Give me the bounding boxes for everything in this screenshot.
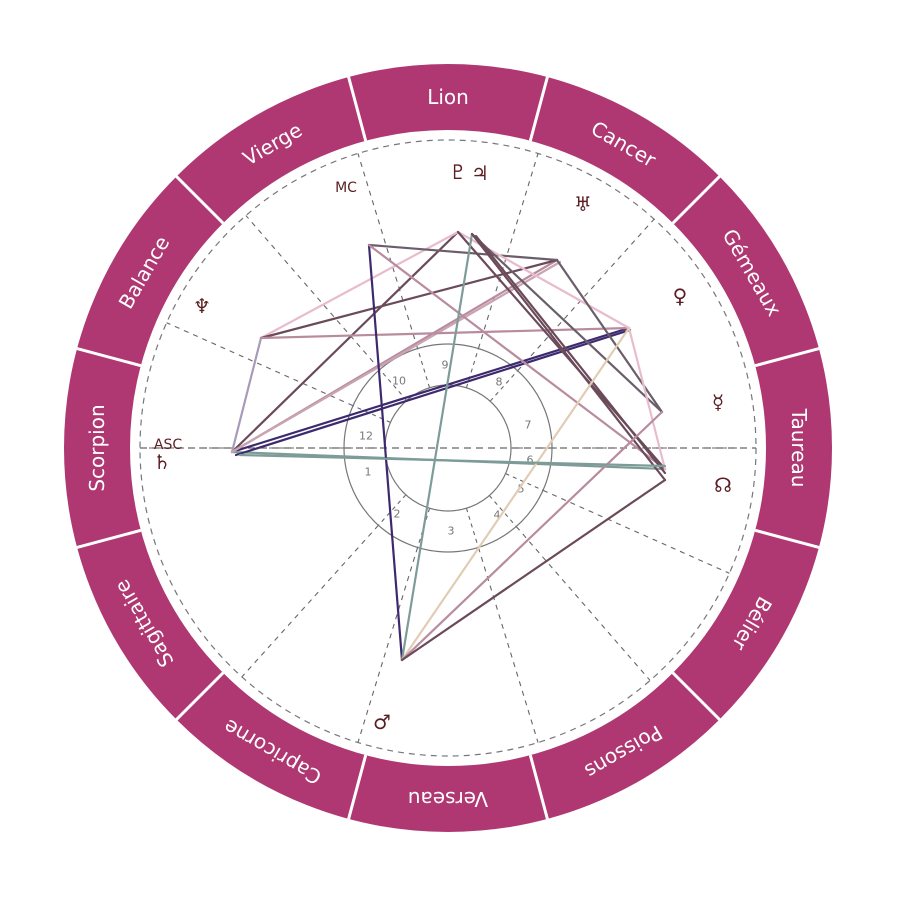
aspect-line bbox=[230, 326, 631, 454]
aspect-line bbox=[627, 326, 667, 471]
house-cusp-line bbox=[166, 322, 354, 407]
house-cusp-inner bbox=[378, 494, 407, 526]
sign-divider bbox=[74, 346, 142, 368]
sign-divider bbox=[173, 173, 225, 225]
aspect-line bbox=[400, 326, 631, 662]
aspect-line bbox=[367, 243, 404, 662]
house-cusp-inner bbox=[417, 348, 431, 388]
aspect-line bbox=[400, 410, 664, 662]
sign-label: Verseau bbox=[408, 787, 488, 811]
sign-band bbox=[64, 64, 832, 832]
aspect-lines bbox=[230, 230, 667, 662]
house-cusp-inner bbox=[488, 495, 517, 527]
venus-icon[interactable]: ♀ bbox=[673, 284, 688, 308]
neptune-icon[interactable]: ♆ bbox=[193, 294, 211, 318]
moon-node-icon[interactable]: ☊ bbox=[714, 473, 732, 497]
sign-divider bbox=[173, 671, 225, 723]
aspect-line bbox=[230, 336, 263, 454]
sign-divider bbox=[754, 346, 822, 368]
house-cusp-line bbox=[357, 547, 419, 743]
house-cusp-inner bbox=[489, 370, 518, 402]
house-cusp-inner bbox=[505, 473, 544, 491]
sign-divider bbox=[528, 74, 550, 142]
house-outer-circle bbox=[343, 343, 553, 553]
house-number: 3 bbox=[448, 525, 455, 538]
house-cusp-line bbox=[515, 526, 651, 681]
sign-divider bbox=[346, 754, 368, 822]
asc-label: ASC bbox=[154, 437, 182, 453]
sign-label: Taureau bbox=[787, 408, 811, 488]
sign-divider bbox=[754, 528, 822, 550]
aspect-line bbox=[400, 232, 474, 662]
uranus-icon[interactable]: ♅ bbox=[574, 192, 592, 216]
aspect-line bbox=[367, 243, 559, 262]
sign-label: Scorpion bbox=[85, 404, 109, 491]
house-cusp-inner bbox=[465, 348, 479, 388]
house-cusp-line bbox=[241, 524, 379, 678]
aspect-line bbox=[234, 328, 632, 457]
sign-divider bbox=[671, 173, 723, 225]
aspect-line bbox=[474, 234, 667, 475]
house-cusp-inner bbox=[352, 405, 391, 423]
aspect-line bbox=[230, 260, 562, 454]
house-cusp-line bbox=[517, 218, 655, 372]
aspect-line bbox=[259, 326, 631, 340]
house-number: 1 bbox=[365, 466, 372, 479]
aspect-line bbox=[470, 232, 664, 414]
house-number: 8 bbox=[496, 376, 503, 389]
house-cusp-line bbox=[477, 547, 539, 743]
saturn-icon[interactable]: ♄ bbox=[153, 450, 171, 474]
house-number: 2 bbox=[394, 508, 401, 521]
house-cusp-line bbox=[357, 153, 419, 349]
aspect-line bbox=[259, 258, 559, 340]
aspect-line bbox=[238, 453, 667, 468]
house-number: 6 bbox=[527, 454, 534, 467]
aspect-line bbox=[259, 230, 460, 340]
sign-label: Lion bbox=[427, 85, 469, 109]
mc-label: MC bbox=[335, 180, 357, 196]
sign-divider bbox=[671, 671, 723, 723]
pluto-icon[interactable]: ♇ bbox=[449, 160, 467, 184]
aspect-line bbox=[230, 230, 460, 454]
house-number: 10 bbox=[392, 375, 406, 388]
house-cusp-inner bbox=[465, 508, 479, 548]
house-cusp-line bbox=[542, 489, 730, 574]
aspect-line bbox=[367, 243, 667, 471]
sign-divider bbox=[74, 528, 142, 550]
house-cusp-inner bbox=[379, 369, 408, 401]
house-cusp-inner bbox=[417, 508, 431, 548]
angle-labels: MC ASC bbox=[154, 180, 357, 453]
sign-divider bbox=[528, 754, 550, 822]
aspect-line bbox=[400, 478, 667, 662]
planet-glyphs: ♇ ♃ ♅ ♀ ☿ ☊ ♂ ♆ ♄ bbox=[153, 160, 732, 734]
house-number: 7 bbox=[525, 419, 532, 432]
house-number: 12 bbox=[359, 430, 373, 443]
aspect-line bbox=[555, 258, 664, 414]
sign-divider bbox=[346, 74, 368, 142]
house-cusp-line bbox=[245, 215, 381, 370]
jupiter-icon[interactable]: ♃ bbox=[471, 161, 489, 185]
house-cusp-line bbox=[477, 153, 539, 349]
mars-icon[interactable]: ♂ bbox=[373, 710, 391, 734]
house-number: 9 bbox=[442, 359, 449, 372]
house-number: 4 bbox=[494, 509, 501, 522]
mercury-icon[interactable]: ☿ bbox=[712, 390, 724, 414]
house-number: 5 bbox=[518, 483, 525, 496]
